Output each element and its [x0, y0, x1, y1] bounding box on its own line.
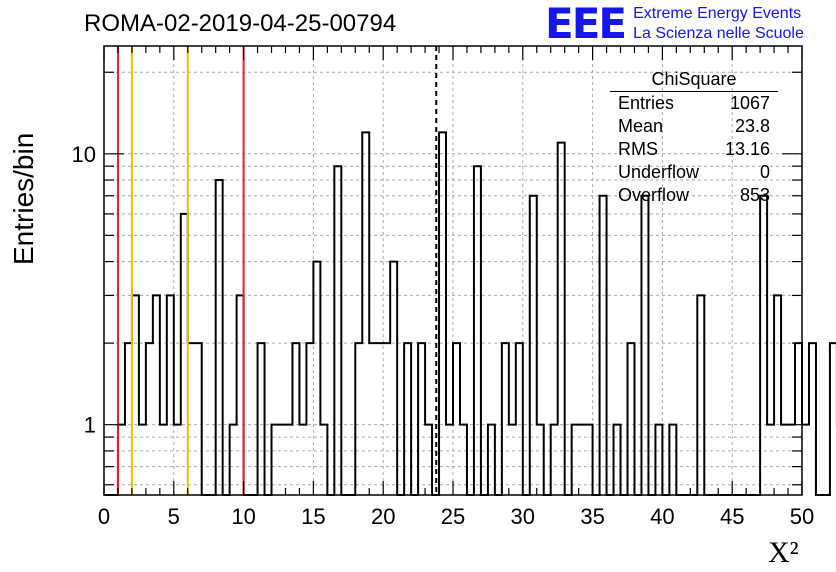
- eee-logo-mark: EEE: [545, 0, 627, 48]
- stats-label: RMS: [618, 139, 658, 159]
- stats-box: ChiSquare Entries 1067 Mean 23.8 RMS 13.…: [610, 69, 778, 207]
- x-tick-label: 5: [168, 504, 180, 529]
- x-tick-label: 15: [301, 504, 325, 529]
- x-axis-label: X²: [768, 536, 799, 569]
- y-axis-label: Entries/bin: [8, 132, 39, 265]
- stats-label: Entries: [618, 93, 675, 113]
- logo-line-1: Extreme Energy Events: [633, 5, 802, 22]
- stats-row-mean: Mean 23.8: [613, 115, 775, 138]
- stats-value: 0: [759, 162, 770, 182]
- y-tick-label: 10: [72, 142, 96, 167]
- x-tick-label: 40: [650, 504, 674, 529]
- x-tick-label: 30: [511, 504, 535, 529]
- stats-row-underflow: Underflow 0: [613, 161, 775, 184]
- stats-row-rms: RMS 13.16: [613, 138, 775, 161]
- stats-title: ChiSquare: [610, 69, 778, 92]
- x-tick-label: 10: [231, 504, 255, 529]
- stats-row-overflow: Overflow 853: [613, 184, 775, 207]
- stats-value: 23.8: [734, 116, 770, 136]
- eee-logo-text: Extreme Energy Events La Scienza nelle S…: [633, 4, 804, 44]
- y-tick-label: 1: [84, 413, 96, 438]
- x-tick-label: 20: [371, 504, 395, 529]
- logo-line-2: La Scienza nelle Scuole: [633, 25, 804, 42]
- eee-logo: EEE Extreme Energy Events La Scienza nel…: [545, 0, 804, 48]
- stats-label: Overflow: [618, 185, 690, 205]
- stats-value: 1067: [729, 93, 770, 113]
- x-tick-label: 45: [720, 504, 744, 529]
- x-tick-label: 50: [790, 504, 814, 529]
- x-tick-label: 25: [441, 504, 465, 529]
- stats-value: 853: [739, 185, 770, 205]
- chart-title: ROMA-02-2019-04-25-00794: [84, 10, 397, 37]
- stats-value: 13.16: [724, 139, 770, 159]
- stats-label: Underflow: [618, 162, 700, 182]
- stats-label: Mean: [618, 116, 664, 136]
- stats-row-entries: Entries 1067: [613, 92, 775, 115]
- x-tick-label: 35: [580, 504, 604, 529]
- x-tick-label: 0: [98, 504, 110, 529]
